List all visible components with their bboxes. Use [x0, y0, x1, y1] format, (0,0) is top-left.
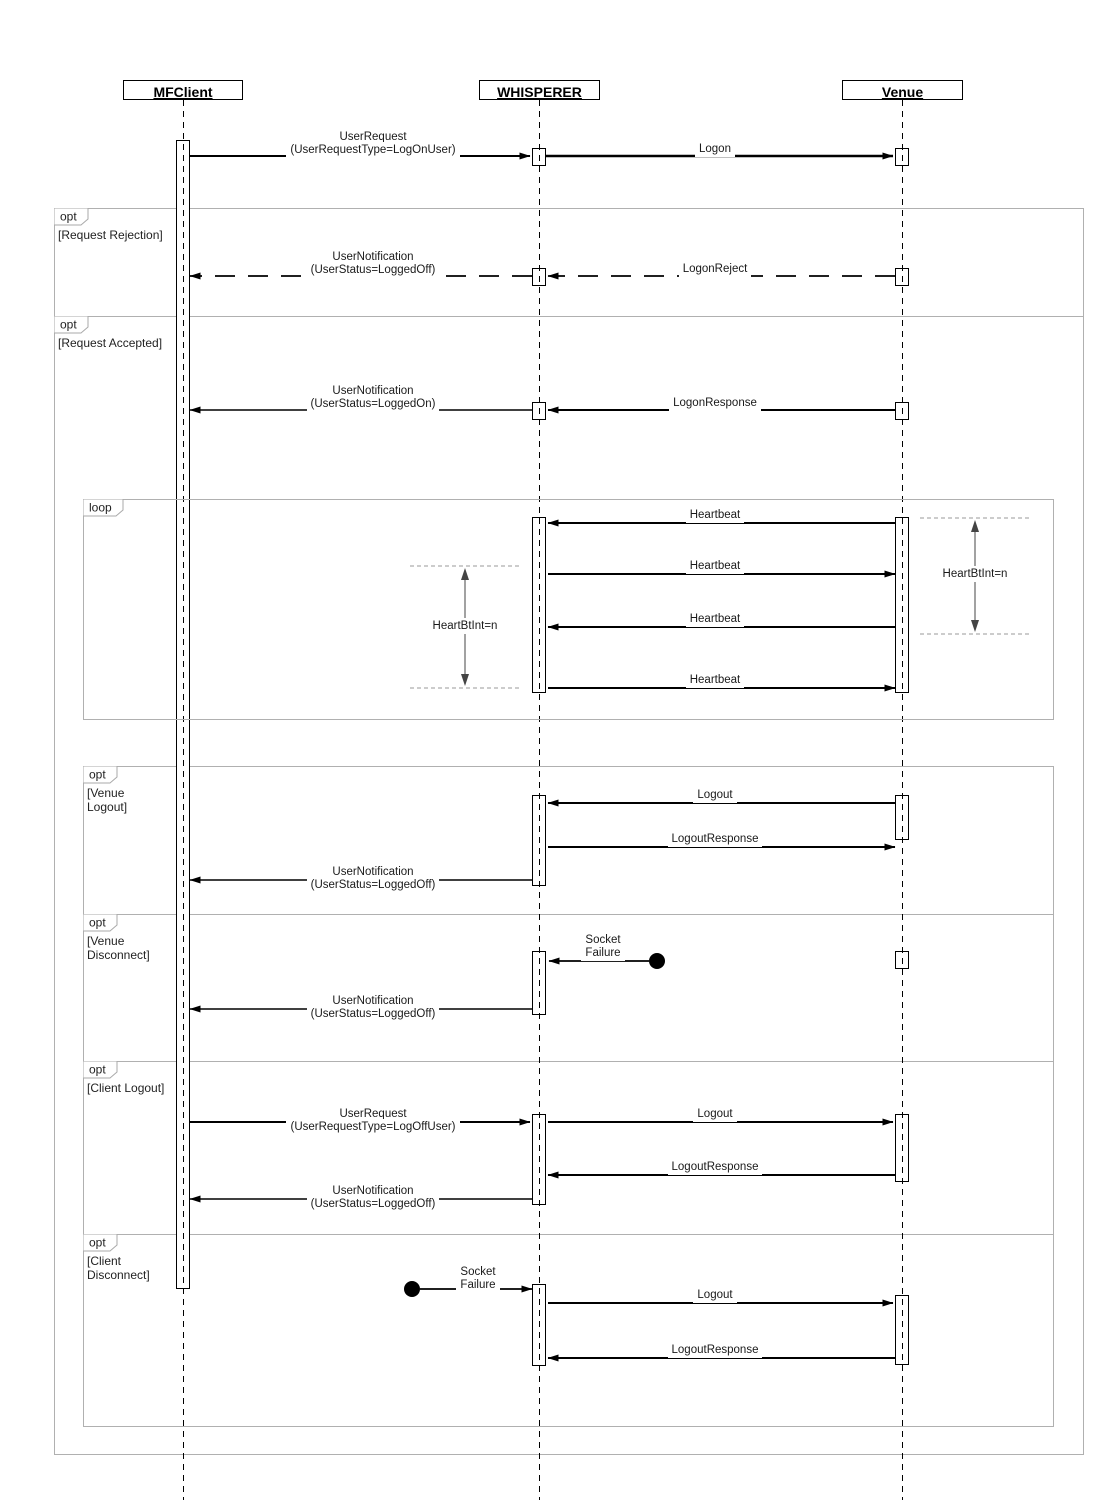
- svg-text:opt: opt: [89, 1063, 106, 1077]
- svg-text:loop: loop: [89, 501, 112, 515]
- svg-text:opt: opt: [60, 318, 77, 332]
- svg-text:opt: opt: [89, 1236, 106, 1250]
- svg-text:opt: opt: [60, 210, 77, 224]
- svg-text:opt: opt: [89, 768, 106, 782]
- svg-text:opt: opt: [89, 916, 106, 930]
